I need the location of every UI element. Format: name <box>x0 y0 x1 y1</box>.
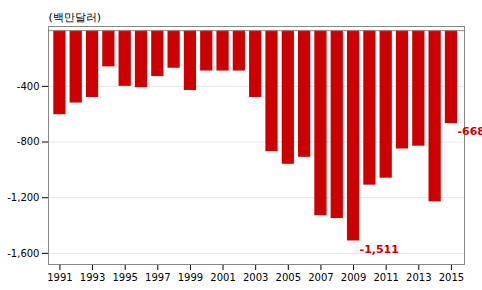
svg-text:2005: 2005 <box>276 272 301 283</box>
svg-text:1997: 1997 <box>145 272 170 283</box>
svg-text:(백만달러): (백만달러) <box>49 11 102 24</box>
svg-text:2001: 2001 <box>210 272 235 283</box>
svg-text:-1,600: -1,600 <box>7 248 39 259</box>
svg-text:-400: -400 <box>17 81 40 92</box>
svg-text:1993: 1993 <box>80 272 105 283</box>
svg-text:1999: 1999 <box>178 272 203 283</box>
svg-text:2013: 2013 <box>406 272 431 283</box>
svg-text:2003: 2003 <box>243 272 268 283</box>
svg-text:-668: -668 <box>457 125 482 138</box>
svg-text:-1,200: -1,200 <box>7 192 39 203</box>
svg-text:1995: 1995 <box>112 272 137 283</box>
svg-text:2015: 2015 <box>439 272 464 283</box>
svg-text:1991: 1991 <box>47 272 72 283</box>
svg-text:2007: 2007 <box>308 272 333 283</box>
svg-text:-800: -800 <box>17 136 40 147</box>
svg-text:-1,511: -1,511 <box>360 243 399 256</box>
svg-text:2009: 2009 <box>341 272 366 283</box>
svg-text:2011: 2011 <box>373 272 398 283</box>
